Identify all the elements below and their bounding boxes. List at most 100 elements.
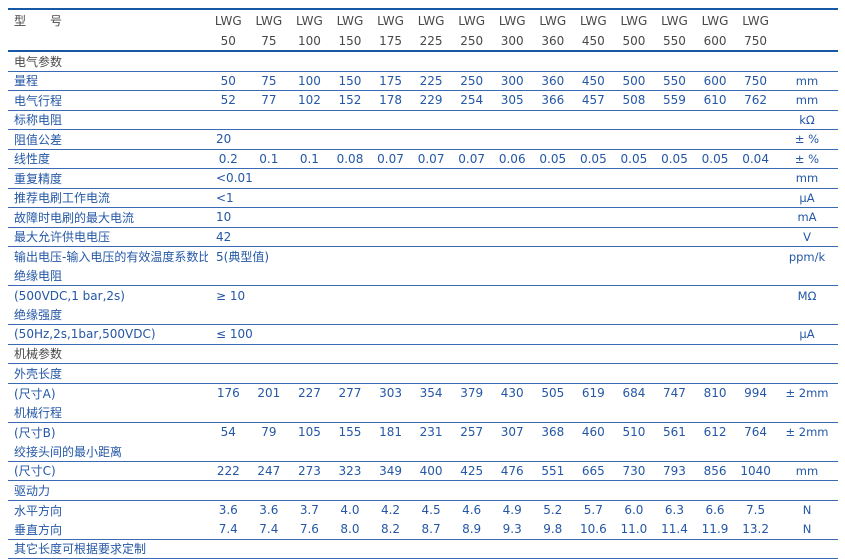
table-row: 阻值公差 20 ± % (8, 130, 838, 150)
row-label: 其它长度可根据要求定制 (14, 542, 147, 557)
value-cell: 11.0 (620, 522, 648, 537)
value-cell: 505 (541, 386, 565, 401)
unit-cell: N (802, 522, 812, 537)
span-value: <0.01 (216, 171, 253, 186)
model-prefix-cell: LWG (701, 13, 729, 28)
unit-cell: mm (795, 93, 819, 108)
table-row: 绞接头间的最小距离 (8, 442, 838, 462)
value-cell: 379 (460, 386, 484, 401)
value-cell: 400 (419, 463, 443, 478)
row-label: (50Hz,2s,1bar,500VDC) (14, 327, 156, 342)
value-cell: 730 (622, 463, 646, 478)
unit-cell: N (802, 503, 812, 518)
row-values: <0.01 (208, 171, 776, 185)
span-value: <1 (216, 190, 234, 205)
unit-cell: mm (795, 73, 819, 88)
span-value: 20 (216, 132, 232, 147)
model-prefix-cell: LWG (498, 13, 526, 28)
model-prefix-cell: LWG (417, 13, 445, 28)
value-cell: 500 (622, 73, 646, 88)
table-row: 水平方向 3.6 3.6 3.7 4.0 4.2 4.5 4.6 4.9 5.2 5.7 6.0 6.3… (8, 501, 838, 521)
row-label: (尺寸A) (14, 386, 56, 401)
spec-table: 型 号 LWG LWG LWG LWG LWG LWG LWG LWG LWG LWG LWG LWG… (8, 8, 838, 559)
value-cell: 368 (541, 425, 565, 440)
row-values: 10 (208, 210, 776, 224)
table-row: 输出电压-输入电压的有效温度系数比 5(典型值) ppm/k (8, 247, 838, 267)
table-row: 线性度 0.2 0.1 0.1 0.08 0.07 0.07 0.07 0.06 0.05 0.05… (8, 150, 838, 169)
table-row: 驱动力 (8, 481, 838, 501)
row-label: 驱动力 (14, 483, 51, 498)
row-values: 222 247 273 323 349 400 425 476 551 665 730 793 856 1… (208, 464, 776, 478)
value-cell: 0.06 (498, 151, 526, 166)
unit-cell: mm (795, 171, 819, 186)
model-size-row: 50 75 100 150 175 225 250 300 360 450 500 550 600 750 (8, 31, 838, 52)
row-values: 42 (208, 230, 776, 244)
row-label: 线性度 (14, 152, 51, 167)
row-label: (尺寸B) (14, 425, 56, 440)
model-size-columns: 50 75 100 150 175 225 250 300 360 450 500 550 600 750 (208, 34, 776, 48)
row-values: 50 75 100 150 175 225 250 300 360 450 500 550 600 750 (208, 74, 776, 88)
model-prefix-cell: LWG (458, 13, 486, 28)
value-cell: 360 (541, 73, 565, 88)
value-cell: 561 (663, 425, 686, 440)
value-cell: 50 (220, 73, 236, 88)
table-row: (50Hz,2s,1bar,500VDC) ≤ 100 μA (8, 325, 838, 345)
value-cell: 77 (261, 93, 277, 108)
value-cell: 460 (581, 425, 605, 440)
unit-cell: μA (799, 327, 815, 342)
model-prefix-cell: LWG (661, 13, 688, 28)
value-cell: 4.2 (380, 503, 401, 518)
value-cell: 600 (703, 73, 727, 88)
value-cell: 4.0 (340, 503, 360, 518)
value-cell: 0.07 (458, 151, 486, 166)
value-cell: 0.1 (299, 151, 319, 166)
row-values: 54 79 105 155 181 231 257 307 368 460 510 561 612 764 (208, 425, 776, 439)
value-cell: 0.07 (377, 151, 404, 166)
value-cell: 222 (216, 463, 240, 478)
value-cell: 300 (500, 73, 524, 88)
table-row: (尺寸C) 222 247 273 323 349 400 425 476 551 665 730 79… (8, 462, 838, 481)
model-prefix-cell: LWG (579, 13, 607, 28)
model-prefix-cell: LWG (296, 13, 323, 28)
value-cell: 152 (338, 93, 362, 108)
model-prefix-cell: LWG (214, 13, 242, 28)
value-cell: 7.6 (299, 522, 319, 537)
model-prefix-cell: LWG (377, 13, 404, 28)
model-prefix-cell: LWG (255, 13, 283, 28)
unit-cell: MΩ (797, 288, 817, 303)
value-cell: 750 (744, 73, 768, 88)
model-size-cell: 550 (663, 33, 686, 48)
value-cell: 430 (500, 386, 524, 401)
row-label: (500VDC,1 bar,2s) (14, 288, 125, 303)
value-cell: 610 (703, 93, 727, 108)
table-row: 推荐电刷工作电流 <1 μA (8, 189, 838, 208)
model-prefix-cell: LWG (620, 13, 648, 28)
value-cell: 323 (338, 463, 362, 478)
model-size-cell: 50 (220, 33, 236, 48)
value-cell: 3.6 (218, 503, 238, 518)
value-cell: 100 (297, 73, 321, 88)
value-cell: 3.6 (259, 503, 279, 518)
unit-cell: kΩ (799, 112, 815, 127)
table-row: 标称电阻 kΩ (8, 111, 838, 130)
value-cell: 684 (622, 386, 646, 401)
unit-cell: ± 2mm (785, 386, 829, 401)
value-cell: 5.2 (543, 503, 563, 518)
value-cell: 9.8 (543, 522, 563, 537)
table-row: 其它长度可根据要求定制 (8, 540, 838, 559)
value-cell: 1040 (740, 463, 771, 478)
value-cell: 793 (663, 463, 686, 478)
model-size-cell: 360 (541, 33, 565, 48)
model-size-cell: 75 (261, 33, 277, 48)
span-value: ≤ 100 (216, 327, 253, 342)
value-cell: 0.1 (259, 151, 279, 166)
model-size-cell: 500 (622, 33, 646, 48)
value-cell: 229 (419, 93, 443, 108)
unit-cell: mA (797, 210, 817, 225)
model-size-cell: 300 (500, 33, 524, 48)
row-values: 3.6 3.6 3.7 4.0 4.2 4.5 4.6 4.9 5.2 5.7 6.0 6.3 6.6 7… (208, 503, 776, 517)
model-size-cell: 175 (379, 33, 402, 48)
value-cell: 231 (419, 425, 443, 440)
row-label: 重复精度 (14, 171, 63, 186)
